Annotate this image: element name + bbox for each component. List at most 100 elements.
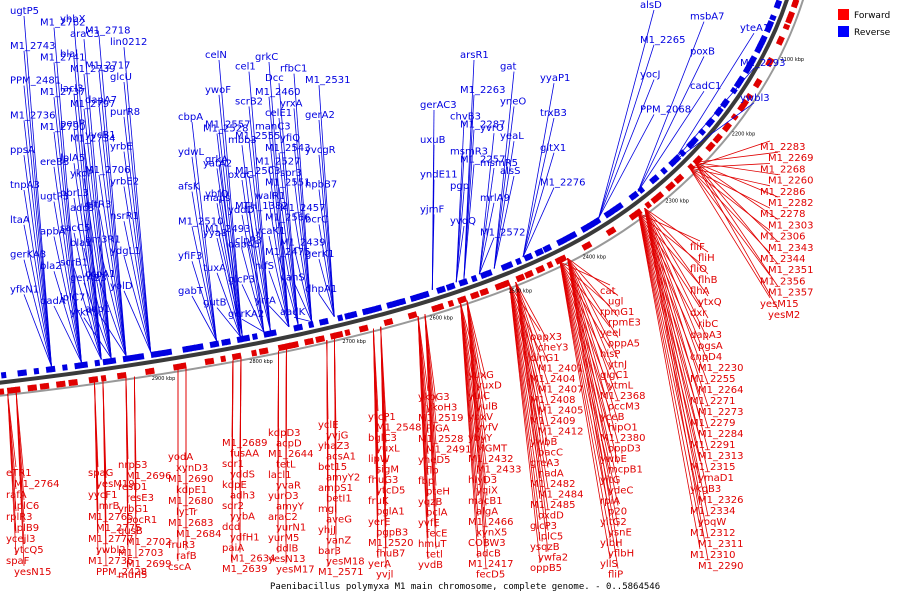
forward-feature-block [43, 382, 50, 390]
forward-feature-block [447, 299, 455, 308]
reverse-leader [73, 232, 102, 360]
reverse-gene-label: ereB3 [40, 157, 69, 168]
reverse-leader [431, 214, 435, 290]
forward-leader [515, 282, 549, 468]
forward-leader [424, 314, 437, 549]
forward-gene-label: M1_2380 [600, 433, 645, 444]
forward-leader [694, 162, 779, 198]
forward-leader [644, 208, 709, 319]
forward-feature-block [27, 384, 34, 392]
reverse-feature-block [688, 138, 697, 147]
forward-gene-label: yrbG1 [118, 504, 149, 515]
forward-gene-label: yulB [476, 402, 498, 413]
forward-feature-block [712, 135, 721, 144]
forward-gene-label: cscA [168, 562, 191, 573]
reverse-leader [73, 267, 102, 360]
forward-gene-label: M1_2278 [760, 209, 805, 220]
forward-leader [644, 208, 709, 539]
reverse-leader [455, 191, 465, 283]
forward-leader [694, 162, 779, 287]
reverse-leader [637, 21, 705, 192]
forward-gene-label: ywbl2 [96, 545, 126, 556]
forward-gene-label: M1_2273 [698, 407, 743, 418]
forward-leader [326, 340, 329, 567]
forward-gene-label: kdpD3 [268, 428, 301, 439]
reverse-gene-label: yjmF [420, 204, 444, 215]
forward-leader [515, 282, 549, 426]
forward-leader [559, 261, 611, 538]
forward-gene-label: MGMT [476, 444, 508, 455]
forward-feature-block [665, 183, 673, 192]
reverse-gene-label: lin0212 [110, 37, 147, 48]
reverse-gene-label: cadC1 [690, 81, 721, 92]
forward-leader [689, 167, 771, 276]
forward-gene-label: yvfE [418, 518, 440, 529]
forward-leader [567, 258, 619, 527]
forward-gene-label: ytmL [608, 381, 634, 392]
tick-label: 2600 kbp [429, 316, 453, 322]
reverse-leader [293, 108, 313, 322]
forward-gene-label: M1_2290 [698, 561, 743, 572]
forward-leader [509, 284, 541, 521]
forward-gene-label: M1_2283 [760, 142, 805, 153]
reverse-gene-label: ykoP [70, 168, 94, 179]
reverse-leader [268, 61, 290, 327]
forward-gene-label: M1_2282 [768, 198, 813, 209]
forward-leader [559, 261, 611, 349]
reverse-feature-block [448, 282, 456, 290]
reverse-leader [98, 174, 127, 356]
forward-leader [515, 282, 549, 531]
forward-feature-block [777, 35, 785, 43]
reverse-gene-label: penP [60, 118, 85, 129]
reverse-feature-block [17, 369, 23, 377]
forward-gene-label: sdr2 [222, 501, 244, 512]
forward-gene-label: oppB5 [530, 563, 562, 574]
reverse-gene-label: yteA1 [740, 23, 769, 34]
forward-gene-label: rplR3 [6, 512, 33, 523]
forward-gene-label: spaF [6, 556, 30, 567]
reverse-leader [123, 221, 152, 353]
reverse-gene-label: M1_2439 [280, 238, 325, 249]
forward-leader [466, 300, 487, 443]
forward-gene-label: M1_2311 [698, 539, 743, 550]
forward-leader [689, 167, 771, 254]
reverse-leader [53, 97, 82, 363]
forward-leader [567, 258, 619, 548]
reverse-gene-label: M1_2263 [460, 85, 505, 96]
forward-feature-block [644, 201, 653, 209]
tick-label: 2200 kbp [732, 132, 756, 138]
forward-leader [567, 258, 619, 380]
forward-leader [689, 163, 771, 169]
reverse-leader [673, 32, 755, 162]
reverse-leader [248, 245, 271, 331]
forward-leader [15, 392, 25, 567]
forward-gene-label: M1_2315 [690, 462, 735, 473]
tick-label: 2100 kbp [781, 57, 805, 63]
reverse-gene-label: M1_2566 [265, 212, 310, 223]
reverse-gene-label: dapA7 [85, 95, 117, 106]
reverse-leader [83, 108, 112, 359]
forward-gene-label: fusAA [230, 449, 259, 460]
reverse-leader [493, 175, 515, 269]
reverse-feature-block [628, 193, 637, 201]
reverse-leader [318, 85, 335, 317]
reverse-leader [268, 270, 290, 327]
reverse-gene-label: M1_2543 [265, 143, 310, 154]
reverse-gene-label: M1_2741 [40, 52, 85, 63]
forward-gene-label: yuxL [376, 444, 400, 455]
reverse-leader [123, 290, 152, 353]
reverse-leader [248, 106, 271, 331]
reverse-gene-label: M1_2531 [305, 75, 350, 86]
reverse-feature-block [580, 225, 588, 233]
forward-leader [644, 208, 709, 275]
forward-gene-label: mcpB1 [608, 465, 643, 476]
legend: Forward Reverse [838, 9, 891, 38]
forward-gene-label: ampS1 [318, 483, 353, 494]
forward-leader [515, 282, 549, 510]
reverse-gene-label: pbrL3 [60, 188, 89, 199]
reverse-leader [98, 313, 127, 357]
reverse-leader [23, 189, 52, 367]
forward-gene-label: M1_2683 [168, 518, 213, 529]
forward-feature-block [318, 335, 326, 343]
forward-gene-label: M1_2412 [538, 427, 583, 438]
